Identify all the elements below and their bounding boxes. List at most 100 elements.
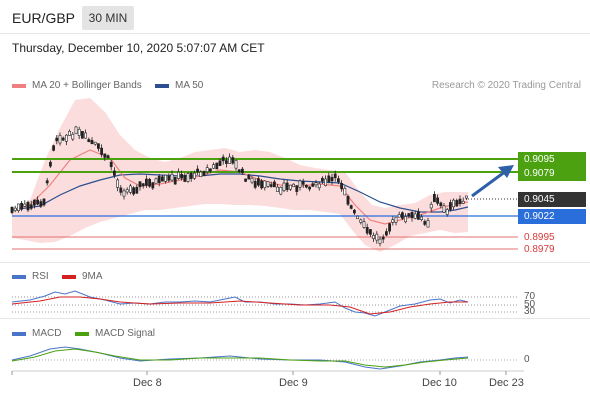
candlestick-series bbox=[10, 125, 468, 247]
candle-body bbox=[23, 203, 27, 207]
candle-body bbox=[397, 214, 401, 218]
candle-body bbox=[346, 196, 350, 205]
candle-body bbox=[90, 140, 94, 145]
candle-body bbox=[330, 177, 334, 182]
candle-body bbox=[343, 188, 347, 196]
candle-body bbox=[157, 175, 161, 183]
legend-rsi-label: RSI bbox=[32, 271, 49, 282]
candle-body bbox=[407, 213, 411, 217]
candle-body bbox=[93, 141, 97, 145]
rsi-ma-swatch bbox=[62, 274, 76, 279]
x-label-dec8: Dec 8 bbox=[133, 377, 162, 389]
candle-body bbox=[445, 209, 449, 215]
candle-body bbox=[260, 180, 264, 189]
candle-body bbox=[13, 207, 17, 211]
candle-body bbox=[375, 233, 379, 241]
legend-rsi-ma: 9MA bbox=[62, 271, 103, 282]
candle-body bbox=[74, 126, 78, 135]
candle-body bbox=[77, 129, 81, 136]
ma20-swatch bbox=[12, 83, 26, 88]
candle-body bbox=[324, 178, 328, 186]
candle-body bbox=[234, 160, 238, 169]
candle-body bbox=[276, 186, 280, 192]
candle-body bbox=[52, 145, 56, 151]
candle-body bbox=[183, 175, 187, 182]
candle-body bbox=[45, 180, 49, 184]
candle-body bbox=[359, 219, 363, 223]
candle-body bbox=[391, 219, 395, 223]
candle-body bbox=[132, 187, 136, 195]
candle-body bbox=[381, 236, 385, 240]
candle-body bbox=[189, 172, 193, 179]
candle-body bbox=[263, 180, 267, 188]
currency-pair-title: EUR/GBP bbox=[12, 10, 76, 26]
x-label-dec23: Dec 23 bbox=[489, 377, 524, 389]
price-label-pivot: 0.9022 bbox=[518, 209, 586, 224]
rsi-panel-divider bbox=[0, 318, 590, 319]
candle-body bbox=[384, 231, 388, 236]
candle-body bbox=[423, 221, 427, 225]
candle-body bbox=[170, 173, 174, 181]
candle-body bbox=[420, 216, 424, 220]
candle-body bbox=[266, 181, 270, 187]
legend-ma20: MA 20 + Bollinger Bands bbox=[12, 80, 142, 91]
legend-macd-label: MACD bbox=[32, 328, 62, 339]
candle-body bbox=[241, 168, 244, 173]
candle-body bbox=[20, 202, 24, 210]
rsi-tick-30: 30 bbox=[524, 306, 536, 317]
macd-signal-swatch bbox=[75, 331, 89, 336]
candle-body bbox=[308, 186, 312, 190]
candle-body bbox=[205, 167, 209, 173]
candle-body bbox=[333, 173, 337, 179]
candle-body bbox=[404, 216, 408, 223]
candle-body bbox=[439, 202, 443, 207]
candle-body bbox=[458, 198, 462, 204]
candle-body bbox=[317, 183, 321, 189]
candle-body bbox=[103, 153, 107, 158]
candle-body bbox=[416, 211, 420, 220]
candle-body bbox=[295, 185, 299, 192]
candle-body bbox=[193, 172, 196, 179]
chart-datetime: Thursday, December 10, 2020 5:07:07 AM C… bbox=[12, 41, 265, 55]
candle-body bbox=[81, 131, 84, 139]
candle-body bbox=[464, 195, 468, 199]
candle-body bbox=[301, 181, 305, 185]
candle-body bbox=[413, 213, 417, 219]
x-label-dec10: Dec 10 bbox=[422, 377, 457, 389]
candle-body bbox=[340, 183, 344, 190]
candle-body bbox=[352, 209, 356, 214]
candle-body bbox=[349, 205, 353, 209]
candle-body bbox=[177, 171, 180, 179]
candle-body bbox=[288, 184, 292, 190]
price-label-r1: 0.9079 bbox=[518, 166, 586, 181]
candle-body bbox=[116, 179, 120, 188]
candle-body bbox=[29, 204, 33, 209]
candle-body bbox=[125, 189, 129, 193]
candle-body bbox=[400, 212, 404, 219]
candle-body bbox=[97, 143, 100, 149]
copyright-note: Research © 2020 Trading Central bbox=[431, 80, 581, 91]
candle-body bbox=[237, 169, 241, 173]
candle-body bbox=[164, 174, 168, 182]
candle-body bbox=[151, 182, 155, 189]
candle-body bbox=[256, 178, 260, 186]
macd-signal-line bbox=[11, 348, 469, 368]
candle-body bbox=[113, 170, 116, 176]
candle-body bbox=[282, 182, 286, 191]
candle-body bbox=[455, 200, 459, 207]
price-label-r2: 0.9095 bbox=[518, 152, 586, 167]
timeframe-button[interactable]: 30 MIN bbox=[82, 6, 134, 30]
candle-body bbox=[452, 199, 456, 208]
legend-ma20-label: MA 20 + Bollinger Bands bbox=[32, 80, 142, 91]
macd-swatch bbox=[12, 331, 26, 336]
candle-body bbox=[36, 199, 40, 205]
candle-body bbox=[154, 178, 158, 184]
candle-body bbox=[122, 190, 126, 197]
legend-ma50-label: MA 50 bbox=[175, 80, 204, 91]
candle-body bbox=[314, 182, 318, 186]
candle-body bbox=[372, 235, 376, 239]
header-divider bbox=[0, 33, 590, 34]
price-label-current: 0.9045 bbox=[518, 192, 586, 207]
rsi-ma-line bbox=[11, 296, 468, 315]
